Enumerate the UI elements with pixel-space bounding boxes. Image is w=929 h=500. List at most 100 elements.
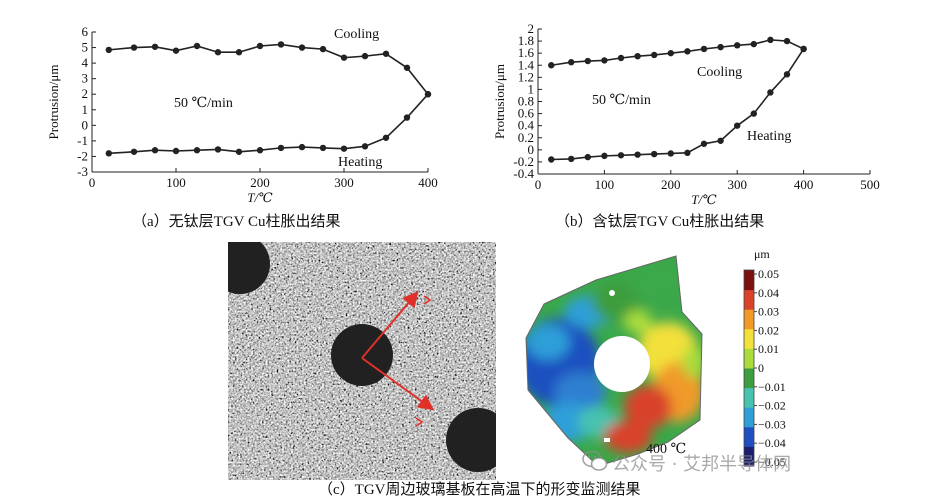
series-line-cooling [551,39,804,67]
colorbar-segment [744,309,754,330]
data-point [151,147,159,154]
data-point [256,147,264,154]
data-point [382,50,390,57]
chart-b: 0 100 200 300 400 500-0.4-0.200.20.40.60.811.… [492,21,880,207]
watermark-text: 公众号 · 艾邦半导体网 [612,454,792,475]
x-tick-label: 0 [535,177,542,192]
y-tick-label: 3 [82,71,89,86]
colorbar-tick-label: 0.01 [758,342,779,356]
x-tick-label: 200 [661,177,681,192]
data-point [319,45,327,53]
colorbar-segment [744,407,754,428]
data-point [424,91,432,98]
series-line-heating [551,48,805,161]
data-point [319,144,327,152]
data-point [382,134,390,141]
colorbar-segment [744,446,754,467]
colorbar-unit: μm [754,247,770,261]
colorbar-segment [744,328,754,349]
data-point [783,37,791,45]
series-line-heating [108,93,429,155]
data-point [193,147,201,154]
x-tick-label: 400 [794,177,814,192]
caption-b: （b）含钛层TGV Cu柱胀出结果 [555,214,765,230]
data-point [172,147,180,155]
colorbar-tick-label: −0.01 [758,380,786,394]
temperature-label: 400 ℃ [646,442,686,457]
y-tick-label: 0 [528,142,535,157]
data-point [767,36,774,44]
x-tick-label: 300 [334,175,354,190]
data-point [651,150,658,158]
colorbar-tick-label: −0.05 [758,455,786,469]
data-point [172,47,180,54]
colorbar-segment [744,368,754,389]
chart-a: 0 100 200 300 400-3-2-10123456Protrusion/μmT… [46,24,438,205]
y-tick-label: 1 [82,102,89,117]
y-tick-label: 1.8 [518,33,534,48]
data-point [105,46,113,54]
y-tick-label: -0.4 [513,166,534,181]
data-point [256,42,264,50]
x-tick-label: 100 [595,177,615,192]
data-point [548,156,555,163]
y-tick-label: -3 [77,164,88,179]
data-point [277,41,285,48]
colorbar-segment [744,426,754,447]
colorbar-tick-label: 0 [758,361,764,375]
x-tick-label: 200 [250,175,270,190]
y-tick-label: 1 [528,81,535,96]
annotation: 50 ℃/min [592,93,651,108]
annotation: Heating [338,155,382,170]
data-point [717,43,724,51]
data-point [298,143,306,151]
y-tick-label: 1.4 [518,57,535,72]
colorbar-segment [744,387,754,408]
data-point [130,148,138,155]
data-point [584,153,591,161]
data-point [214,146,222,153]
data-point [340,54,348,61]
data-point [298,44,306,51]
data-point [403,64,411,71]
y-tick-label: -1 [77,133,88,148]
y-tick-label: 0.4 [518,118,535,133]
y-axis-label: Protrusion/μm [492,64,507,139]
data-point [750,110,757,117]
data-point [548,62,555,69]
data-point [617,54,625,62]
data-point [684,48,691,55]
micrograph-image [228,242,496,480]
data-point [361,143,369,150]
y-tick-label: -2 [77,148,88,163]
data-point [151,43,159,50]
data-point [800,45,807,53]
data-point [130,44,138,51]
data-point [767,89,774,96]
colorbar-segment [744,348,754,369]
y-tick-label: 0.2 [518,130,534,145]
colorbar-tick-label: 0.04 [758,286,779,300]
x-axis-label: T/℃ [691,192,717,207]
measurement-arrows [361,290,435,427]
data-point [717,137,724,144]
data-point [601,152,608,160]
caption-a: （a）无钛层TGV Cu柱胀出结果 [132,214,341,230]
annotation: 50 ℃/min [174,96,233,111]
data-point [700,45,708,53]
data-point [568,155,575,163]
data-point [193,42,201,50]
deformation-heatmap: 400 ℃ [525,255,703,467]
data-point [340,145,348,152]
data-point [634,151,641,158]
data-point [105,150,113,157]
y-tick-label: 2 [528,21,535,36]
y-tick-label: 0.6 [518,106,535,121]
colorbar-tick-label: −0.03 [758,417,786,431]
x-tick-label: 300 [727,177,747,192]
data-point [214,49,222,56]
annotation: Cooling [697,65,742,80]
x-axis-label: T/℃ [247,190,273,205]
y-tick-label: 2 [82,86,89,101]
series-line-cooling [108,43,429,95]
